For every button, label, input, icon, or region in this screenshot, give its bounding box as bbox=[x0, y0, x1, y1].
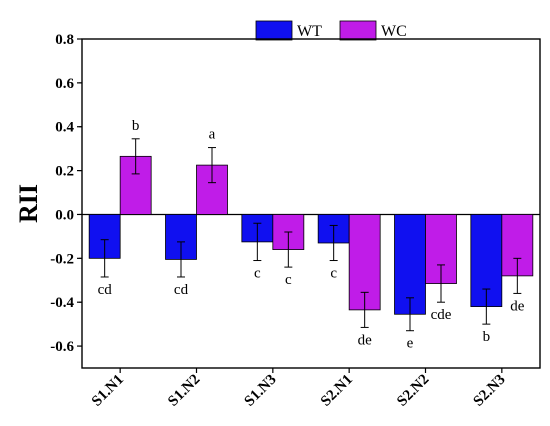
legend-swatch-wc bbox=[339, 20, 377, 41]
legend-label-wt: WT bbox=[297, 23, 322, 40]
y-axis-label: RII bbox=[14, 184, 43, 223]
y-tick-label: 0.6 bbox=[55, 76, 74, 92]
legend-swatch-wt bbox=[255, 20, 293, 41]
x-tick-label: S1.N1 bbox=[89, 372, 127, 410]
significance-letter: b bbox=[132, 118, 140, 134]
bar-wc-s1-n1 bbox=[119, 155, 152, 215]
plot-area: -0.6 -0.4 -0.2 0.0 0.2 0.4 0.6 0.8 cd b S1.N1 cd a S1… bbox=[50, 32, 541, 410]
y-tick-label: 0.8 bbox=[55, 32, 74, 48]
significance-letter: cde bbox=[431, 307, 452, 323]
significance-letter: cd bbox=[174, 282, 189, 298]
x-tick-label: S2.N1 bbox=[318, 372, 356, 410]
significance-letter: c bbox=[254, 266, 261, 282]
significance-letter: de bbox=[358, 332, 373, 348]
legend: WT WC bbox=[255, 20, 407, 41]
plot-frame bbox=[81, 38, 541, 369]
significance-letter: c bbox=[285, 272, 292, 288]
significance-letter: c bbox=[330, 266, 337, 282]
x-tick-label: S1.N3 bbox=[242, 372, 280, 410]
significance-letter: cd bbox=[98, 282, 113, 298]
y-tick-label: -0.2 bbox=[50, 251, 74, 267]
y-tick-label: -0.6 bbox=[50, 339, 74, 355]
legend-label-wc: WC bbox=[381, 23, 407, 40]
bar-wc-s1-n2 bbox=[196, 164, 228, 215]
y-tick-label: 0.0 bbox=[55, 207, 74, 223]
x-tick-label: S1.N2 bbox=[165, 372, 203, 410]
significance-letter: b bbox=[483, 329, 491, 345]
y-tick-label: -0.4 bbox=[50, 295, 74, 311]
significance-letter: a bbox=[209, 127, 216, 143]
x-tick-label: S2.N2 bbox=[394, 372, 432, 410]
y-tick-label: 0.2 bbox=[55, 164, 74, 180]
y-tick-label: 0.4 bbox=[55, 120, 74, 136]
significance-letter: de bbox=[510, 298, 525, 314]
x-tick-label: S2.N3 bbox=[471, 372, 509, 410]
significance-letter: e bbox=[407, 336, 414, 352]
